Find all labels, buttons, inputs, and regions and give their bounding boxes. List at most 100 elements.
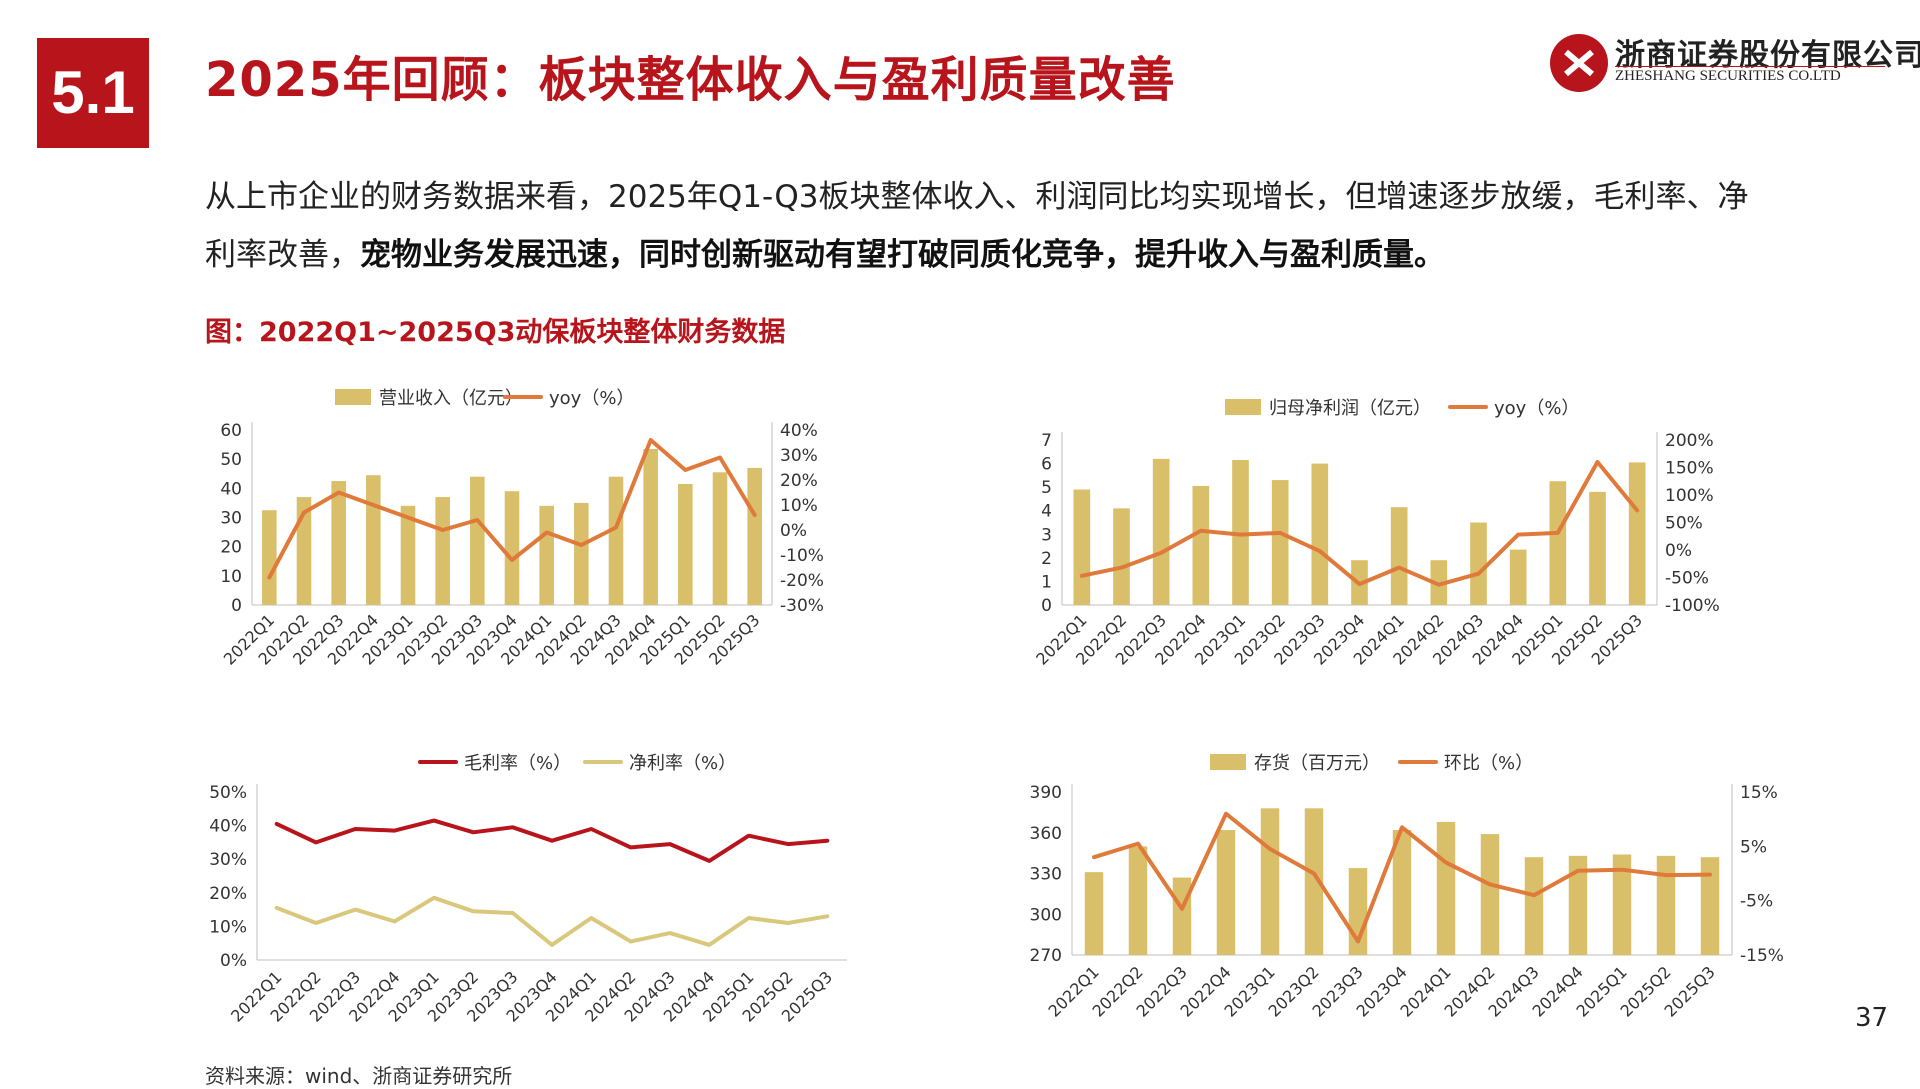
bar (262, 510, 277, 605)
bar (1589, 491, 1606, 605)
bar (1392, 830, 1412, 955)
bar (1700, 857, 1720, 955)
series-line (267, 438, 757, 580)
bar (1524, 857, 1544, 955)
y-tick-left: 300 (1030, 905, 1062, 925)
bar (1568, 855, 1588, 955)
bar (1390, 507, 1408, 605)
legend-label: 归母净利润（亿元） (1269, 398, 1431, 419)
bar (712, 472, 728, 605)
bar (747, 467, 762, 605)
legend-label: yoy（%） (1494, 398, 1579, 419)
bar (435, 497, 450, 605)
legend-swatch-bar (335, 389, 371, 405)
company-logo-icon (1550, 34, 1608, 92)
y-tick-left: 6 (1041, 455, 1052, 475)
y-tick-left: 270 (1030, 946, 1062, 966)
legend-label: 毛利率（%） (464, 753, 571, 774)
y-tick-left: 50% (209, 783, 247, 803)
y-tick-right: 15% (1740, 783, 1778, 803)
y-tick-left: 30 (220, 509, 242, 529)
y-tick-left: 30% (209, 850, 247, 870)
y-tick-left: 7 (1041, 431, 1052, 451)
y-tick-left: 10 (220, 567, 242, 587)
net-profit-chart: 01234567-100%-50%0%50%100%150%200%2022Q1… (1032, 398, 1719, 669)
y-tick-right: 10% (780, 496, 818, 516)
bar (1304, 808, 1324, 955)
y-tick-left: 5 (1041, 478, 1052, 498)
y-tick-right: -30% (780, 596, 824, 616)
y-tick-right: 0% (1665, 541, 1692, 561)
bar (504, 491, 520, 605)
series-line (1092, 811, 1712, 944)
bar (1436, 821, 1456, 955)
y-tick-right: 30% (780, 446, 818, 466)
y-tick-right: 200% (1665, 431, 1714, 451)
bar (1480, 834, 1500, 955)
bar (1311, 463, 1329, 605)
y-tick-right: 50% (1665, 514, 1703, 534)
bar (1216, 830, 1236, 955)
y-tick-right: -15% (1740, 946, 1784, 966)
legend-label: 环比（%） (1444, 753, 1533, 774)
bar (1271, 480, 1289, 605)
logo-divider (1615, 66, 1885, 67)
bar (1232, 460, 1249, 605)
intro-bold-text: 宠物业务发展迅速，同时创新驱动有望打破同质化竞争，提升收入与盈利质量。 (360, 237, 1445, 273)
source-note: 资料来源：wind、浙商证券研究所 (205, 1064, 513, 1088)
y-tick-right: 5% (1740, 837, 1767, 857)
page-number: 37 (1855, 1003, 1889, 1033)
bar (574, 502, 589, 605)
y-tick-left: 3 (1041, 525, 1052, 545)
bar (1192, 485, 1210, 605)
y-tick-left: 10% (209, 917, 247, 937)
y-tick-left: 1 (1041, 572, 1052, 592)
y-tick-right: -50% (1665, 569, 1709, 589)
legend-label: 存货（百万元） (1254, 753, 1380, 774)
company-name-en: ZHESHANG SECURITIES CO.LTD (1615, 68, 1841, 84)
bar (400, 505, 416, 605)
page-title: 2025年回顾：板块整体收入与盈利质量改善 (205, 52, 1176, 108)
y-tick-right: -10% (780, 546, 824, 566)
y-tick-left: 20 (220, 538, 242, 558)
bar (1152, 458, 1170, 605)
y-tick-right: 40% (780, 421, 818, 441)
legend-swatch-bar (1225, 399, 1261, 415)
y-tick-right: 20% (780, 471, 818, 491)
y-tick-left: 20% (209, 884, 247, 904)
bar (1470, 522, 1487, 605)
bar (678, 483, 693, 605)
bar (366, 475, 381, 605)
series-line (274, 818, 830, 863)
y-tick-left: 0 (231, 596, 242, 616)
y-tick-left: 4 (1041, 502, 1052, 522)
y-tick-left: 50 (220, 450, 242, 470)
y-tick-right: -5% (1740, 892, 1773, 912)
bar (1084, 872, 1104, 955)
legend-swatch-bar (1210, 754, 1246, 770)
bar (296, 497, 312, 605)
bar (470, 476, 485, 605)
revenue-chart: 0102030405060-30%-20%-10%0%10%20%30%40%2… (220, 388, 824, 669)
y-tick-right: 0% (780, 521, 807, 541)
company-name-cn: 浙商证券股份有限公司 (1615, 38, 1920, 73)
bar (1128, 846, 1148, 955)
margin-chart: 0%10%20%30%40%50%2022Q12022Q22022Q32022Q… (209, 753, 847, 1026)
y-tick-left: 390 (1030, 783, 1062, 803)
bar (1509, 549, 1527, 605)
y-tick-left: 0 (1041, 596, 1052, 616)
y-tick-left: 60 (220, 421, 242, 441)
bar (1113, 508, 1130, 605)
y-tick-left: 40% (209, 817, 247, 837)
bar (331, 481, 346, 605)
figure-caption: 图：2022Q1~2025Q3动保板块整体财务数据 (205, 317, 786, 348)
bar (643, 448, 658, 605)
inventory-chart: 270300330360390-15%-5%5%15%2022Q12022Q22… (1030, 753, 1784, 1021)
y-tick-left: 0% (220, 951, 247, 971)
legend-label: 净利率（%） (629, 753, 736, 774)
legend-label: 营业收入（亿元） (379, 388, 523, 409)
y-tick-left: 40 (220, 479, 242, 499)
y-tick-left: 2 (1041, 549, 1052, 569)
bar (1260, 808, 1280, 955)
y-tick-left: 330 (1030, 865, 1062, 885)
